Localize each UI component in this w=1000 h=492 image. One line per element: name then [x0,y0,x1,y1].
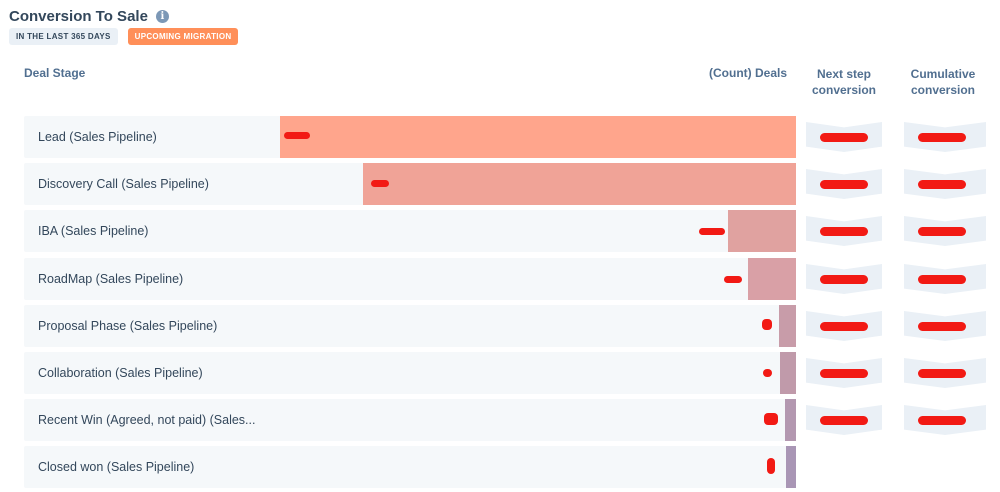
deal-count-bar[interactable] [786,446,796,488]
redacted-count [762,319,772,330]
report-title: Conversion To Sale i [9,8,169,25]
redacted-value [820,180,868,189]
migration-badge[interactable]: UPCOMING MIGRATION [127,28,239,45]
funnel-row-iba[interactable]: IBA (Sales Pipeline) [24,210,796,252]
redacted-value [820,322,868,331]
deal-count-bar[interactable] [280,116,796,158]
funnel-row-roadmap[interactable]: RoadMap (Sales Pipeline) [24,258,796,300]
stage-label: IBA (Sales Pipeline) [38,224,149,238]
cumulative-conversion-cell [904,358,986,388]
cumulative-conversion-cell [904,311,986,341]
stage-label: Proposal Phase (Sales Pipeline) [38,319,218,333]
redacted-count [724,276,742,283]
redacted-value [918,227,966,236]
redacted-count [764,413,778,425]
deal-count-bar[interactable] [780,352,796,394]
redacted-value [918,133,966,142]
cumulative-conversion-cell [904,122,986,152]
funnel-row-discovery-call[interactable]: Discovery Call (Sales Pipeline) [24,163,796,205]
report-tags: IN THE LAST 365 DAYS UPCOMING MIGRATION [9,28,239,45]
next-step-conversion-cell [806,122,882,152]
column-header-deal-stage: Deal Stage [24,66,86,80]
cumulative-conversion-cell [904,405,986,435]
next-step-conversion-cell [806,216,882,246]
cumulative-conversion-cell [904,169,986,199]
cumulative-conversion-cell [904,264,986,294]
redacted-value [918,416,966,425]
funnel-row-collaboration[interactable]: Collaboration (Sales Pipeline) [24,352,796,394]
deal-count-bar[interactable] [779,305,796,347]
info-icon[interactable]: i [155,10,169,23]
deal-count-bar[interactable] [363,163,796,205]
column-header-cumulative: Cumulative conversion [910,67,976,97]
deal-count-bar[interactable] [785,399,796,441]
redacted-value [820,275,868,284]
column-header-next-step: Next step conversion [811,67,877,97]
stage-label: Collaboration (Sales Pipeline) [38,366,203,380]
next-step-conversion-cell [806,264,882,294]
redacted-count [699,228,725,235]
redacted-value [820,416,868,425]
redacted-count [767,458,775,474]
funnel-row-closed-won[interactable]: Closed won (Sales Pipeline) [24,446,796,488]
redacted-value [918,369,966,378]
redacted-value [820,227,868,236]
stage-label: RoadMap (Sales Pipeline) [38,272,184,286]
cumulative-conversion-cell [904,216,986,246]
next-step-conversion-cell [806,311,882,341]
column-header-deals: (Count) Deals [709,66,787,80]
redacted-value [918,180,966,189]
next-step-conversion-cell [806,358,882,388]
redacted-value [820,369,868,378]
date-range-badge[interactable]: IN THE LAST 365 DAYS [9,28,118,45]
report-title-text: Conversion To Sale [9,8,148,25]
stage-label: Discovery Call (Sales Pipeline) [38,177,209,191]
funnel-row-proposal-phase[interactable]: Proposal Phase (Sales Pipeline) [24,305,796,347]
redacted-count [284,132,310,139]
stage-label: Closed won (Sales Pipeline) [38,460,195,474]
stage-label: Lead (Sales Pipeline) [38,130,157,144]
funnel-row-lead[interactable]: Lead (Sales Pipeline) [24,116,796,158]
redacted-value [918,275,966,284]
funnel-row-recent-win[interactable]: Recent Win (Agreed, not paid) (Sales... [24,399,796,441]
next-step-conversion-cell [806,405,882,435]
redacted-value [820,133,868,142]
redacted-count [763,369,772,377]
stage-label: Recent Win (Agreed, not paid) (Sales... [38,413,256,427]
redacted-count [371,180,389,187]
deal-count-bar[interactable] [748,258,796,300]
next-step-conversion-cell [806,169,882,199]
deal-count-bar[interactable] [728,210,796,252]
redacted-value [918,322,966,331]
